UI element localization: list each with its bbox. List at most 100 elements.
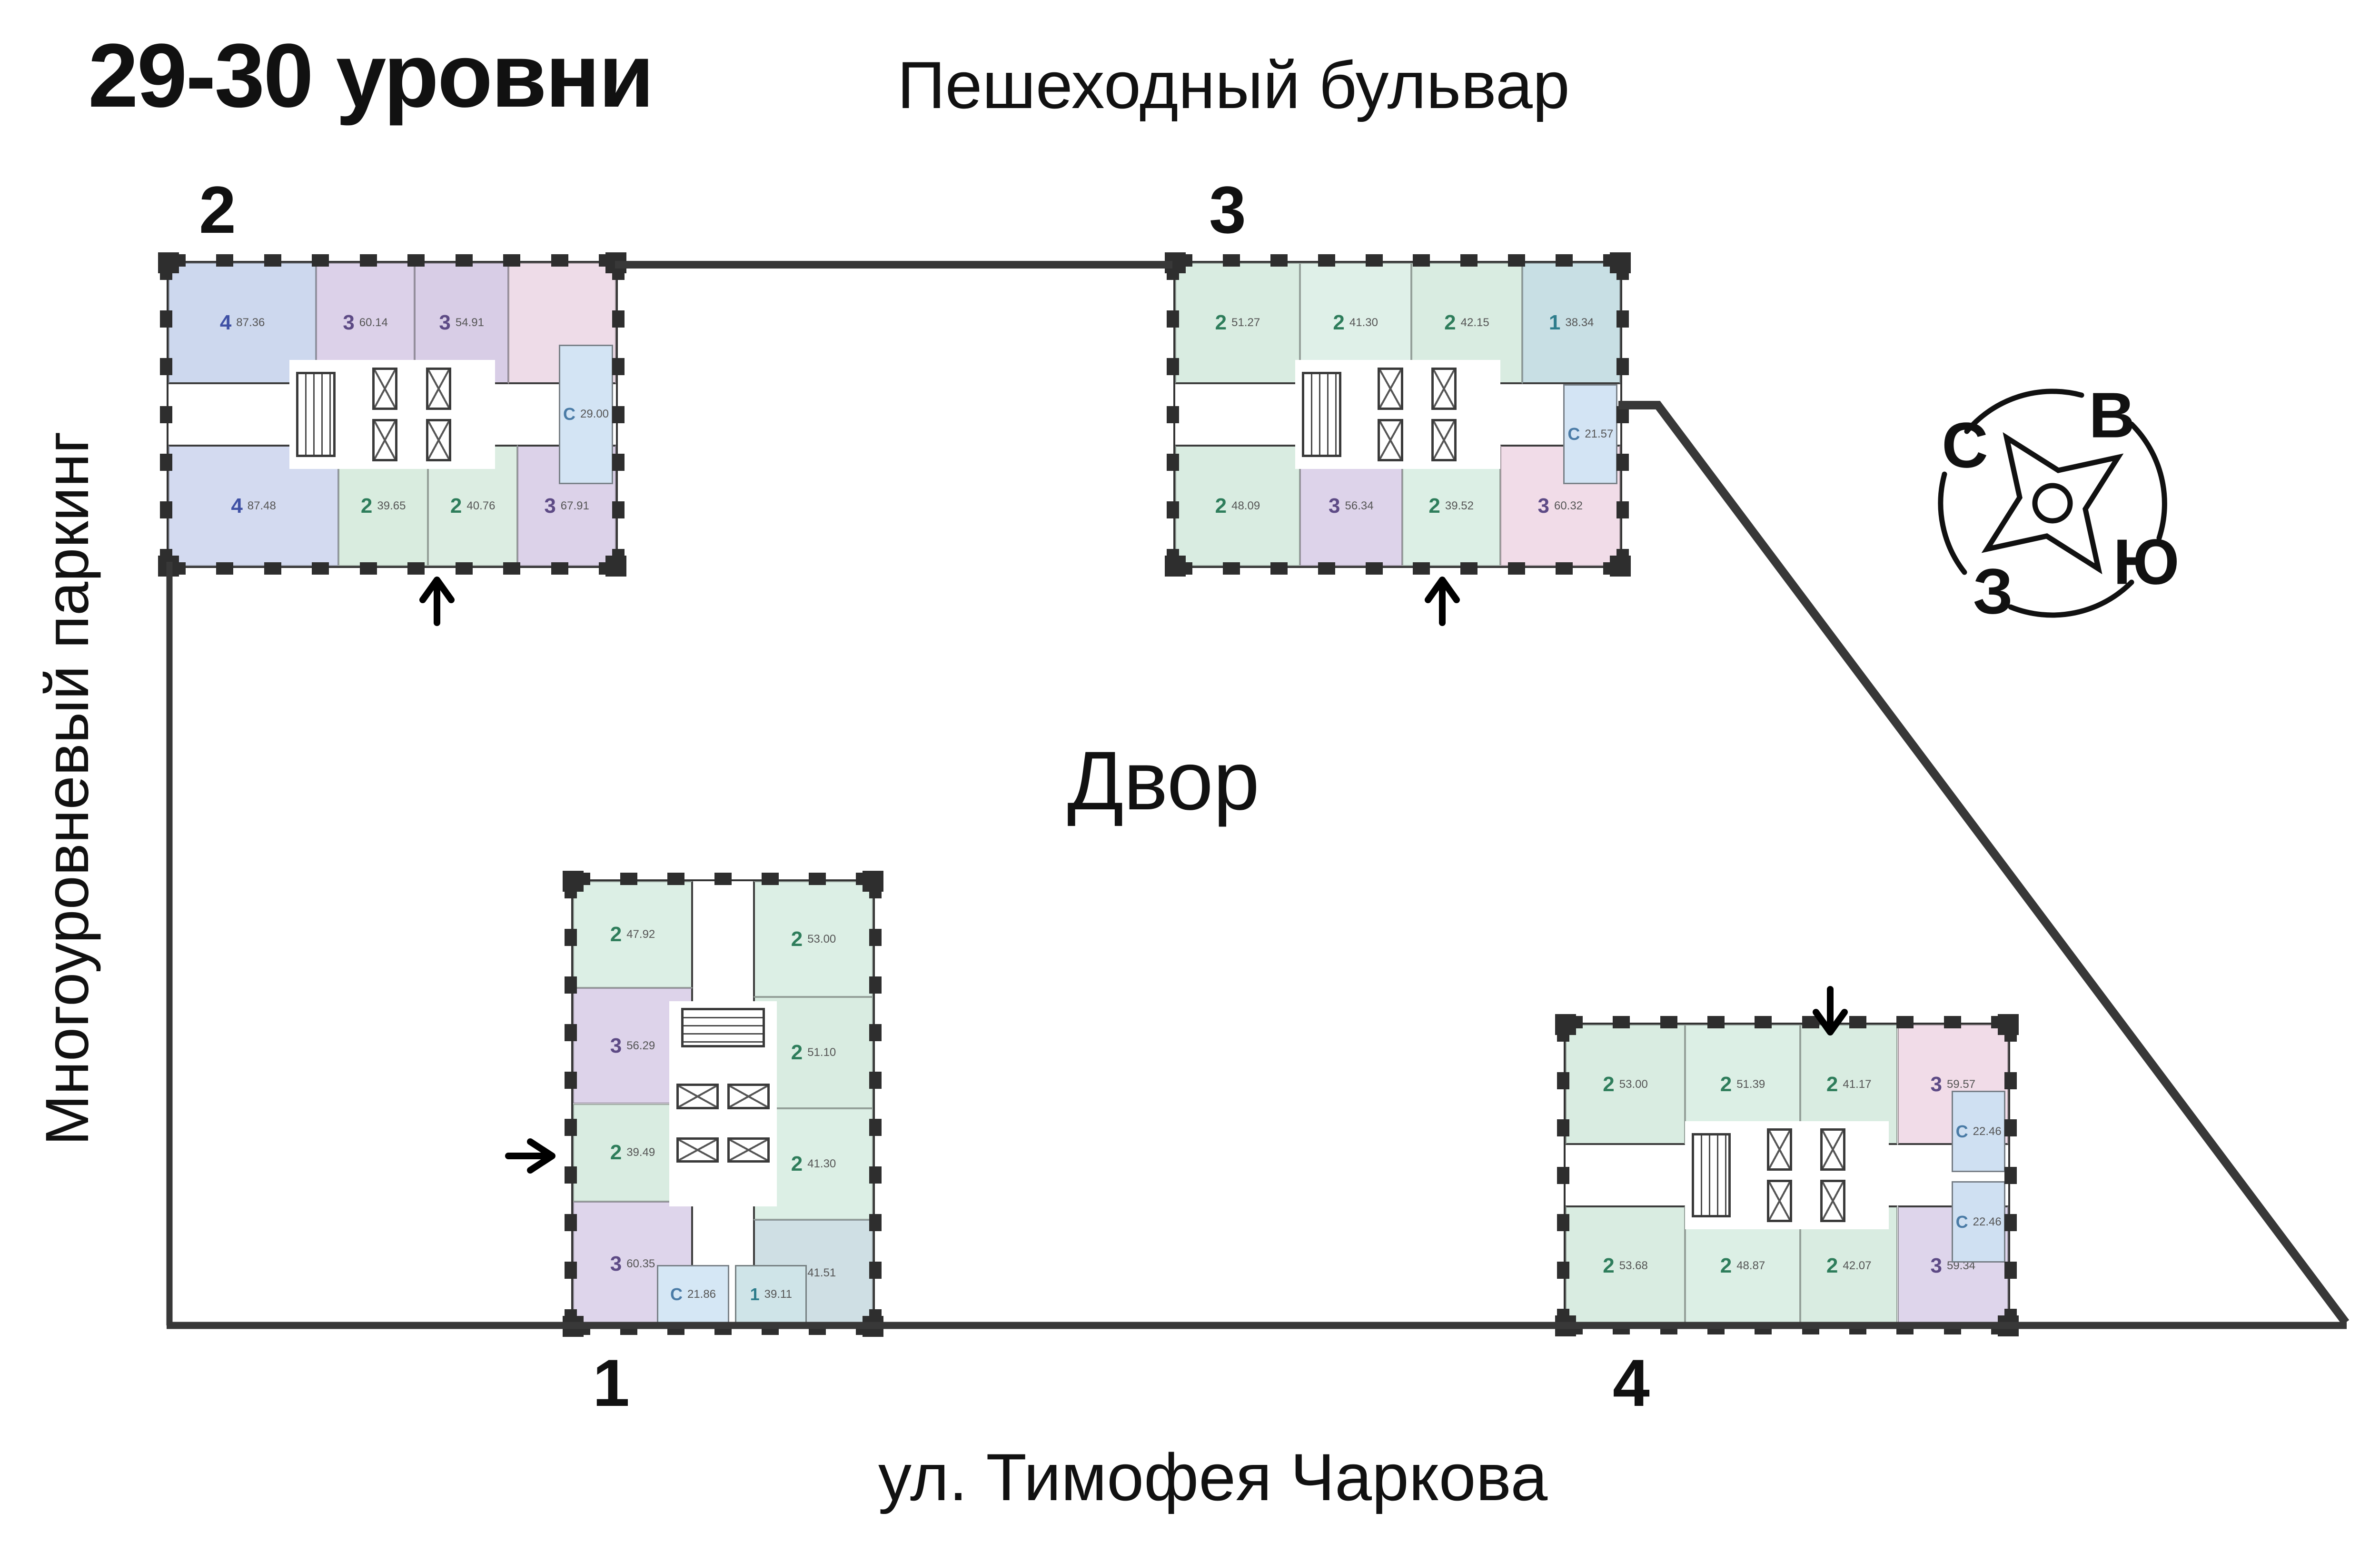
apartment-type-label: 2 [1603,1072,1615,1096]
apartment-type-label: 3 [544,494,556,518]
structural-column [1167,310,1179,328]
apartment-area-label: 51.39 [1736,1077,1765,1091]
structural-column [565,1119,577,1136]
apartment-area-label: 40.76 [466,499,496,512]
apartment-area-label: 39.49 [626,1146,655,1159]
compass-arc-top [1964,388,2084,434]
structural-column [809,873,826,885]
apartment-type-label: С [563,404,575,424]
apartment-type-label: 3 [1329,494,1340,518]
apartment-area-label: 39.52 [1445,499,1474,512]
structural-column [869,976,882,994]
structural-column [1557,1261,1569,1279]
elevator-shaft [372,419,398,462]
elevator-shaft [727,1137,770,1163]
apartment-type-label: 2 [1720,1072,1732,1096]
structural-column [160,453,172,471]
apartment-area-label: 22.46 [1973,1215,2002,1228]
building-4-number: 4 [1613,1345,1650,1420]
elevator-shaft [1431,367,1457,410]
apartment-type-label: 2 [791,1152,803,1175]
parking-label-left: Многоуровневый паркинг [33,431,101,1146]
structural-column [565,1024,577,1041]
compass-east-label: В [2089,379,2135,451]
apartment-type-label: 3 [439,311,451,335]
structural-column [1616,358,1629,376]
apartment-area-label: 22.46 [1973,1125,2002,1138]
structural-column [1167,358,1179,376]
apartment-area-label: 87.36 [236,316,265,329]
apartment-area-label: 39.65 [377,499,406,512]
apartment-type-label: 2 [1428,494,1440,518]
apartment-area-label: 53.68 [1619,1259,1648,1273]
apartment-area: С 22.46 [1951,1091,2006,1173]
structural-column [1557,1072,1569,1089]
structural-column [216,562,234,575]
courtyard-label: Двор [1067,735,1260,827]
elevator-shaft [372,367,398,410]
compass-north-label: С [1942,409,1988,481]
elevator-shaft [1378,419,1403,462]
structural-column [551,562,568,575]
street-label-top: Пешеходный бульвар [897,48,1570,122]
structural-column [1460,254,1478,267]
apartment-area: 2 53.00 [1566,1025,1686,1145]
building-3-plan: 2 51.27 2 41.30 2 42.15 1 38.34 2 48.09 3 56.34 2 39.… [1165,252,1631,577]
apartment-type-label: 2 [610,1141,622,1165]
entrance-arrow-up [1425,577,1460,626]
structural-column [1365,254,1383,267]
apartment-area-label: 42.07 [1843,1259,1872,1273]
apartment-area-label: 60.14 [359,316,388,329]
apartment-area-label: 48.87 [1736,1259,1765,1273]
building-2-number: 2 [199,172,236,247]
structural-corner-column [1998,1014,2019,1035]
apartment-type-label: 2 [1720,1254,1732,1278]
elevator-shaft [676,1084,719,1109]
elevator-shaft [426,367,452,410]
street-label-bottom: ул. Тимофея Чаркова [878,1440,1548,1514]
compass-arc-right [2129,421,2167,541]
structural-column [565,928,577,946]
elevator-shaft [676,1137,719,1163]
staircase [296,372,336,457]
compass-south-label: Ю [2113,526,2180,598]
structural-column [762,873,779,885]
apartment-area-label: 41.30 [807,1157,836,1170]
apartment-area-label: 41.30 [1349,316,1378,329]
structural-column [1508,254,1526,267]
structural-column [612,310,625,328]
apartment-type-label: 2 [1826,1254,1838,1278]
structural-column [455,562,473,575]
structural-column [1318,254,1335,267]
structural-column [216,254,234,267]
apartment-type-label: 1 [1548,311,1561,335]
apartment-type-label: 2 [791,927,803,951]
structural-column [1413,254,1430,267]
structural-column [869,1119,882,1136]
apartment-type-label: 3 [1930,1254,1942,1278]
elevator-shaft [1820,1128,1845,1171]
structural-corner-column [1555,1014,1576,1035]
apartment-area-label: 51.27 [1231,316,1260,329]
structural-column [1270,562,1288,575]
apartment-type-label: 2 [1444,311,1456,335]
apartment-type-label: 2 [610,923,622,946]
apartment-area-label: 67.91 [560,499,589,512]
structural-column [1167,453,1179,471]
structural-column [2004,1166,2017,1184]
apartment-area-label: 39.11 [764,1287,792,1301]
structural-column [612,501,625,518]
structural-column [1167,501,1179,518]
structural-column [1460,562,1478,575]
structural-column [1222,254,1240,267]
structural-column [1167,406,1179,423]
apartment-type-label: 2 [1333,311,1345,335]
apartment-type-label: 3 [343,311,355,335]
apartment-area: С 29.00 [558,344,614,484]
elevator-shaft [1431,419,1457,462]
structural-column [620,873,637,885]
structural-corner-column [158,252,179,273]
structural-column [1508,562,1526,575]
apartment-type-label: С [1955,1121,1968,1141]
apartment-type-label: 2 [360,494,373,518]
